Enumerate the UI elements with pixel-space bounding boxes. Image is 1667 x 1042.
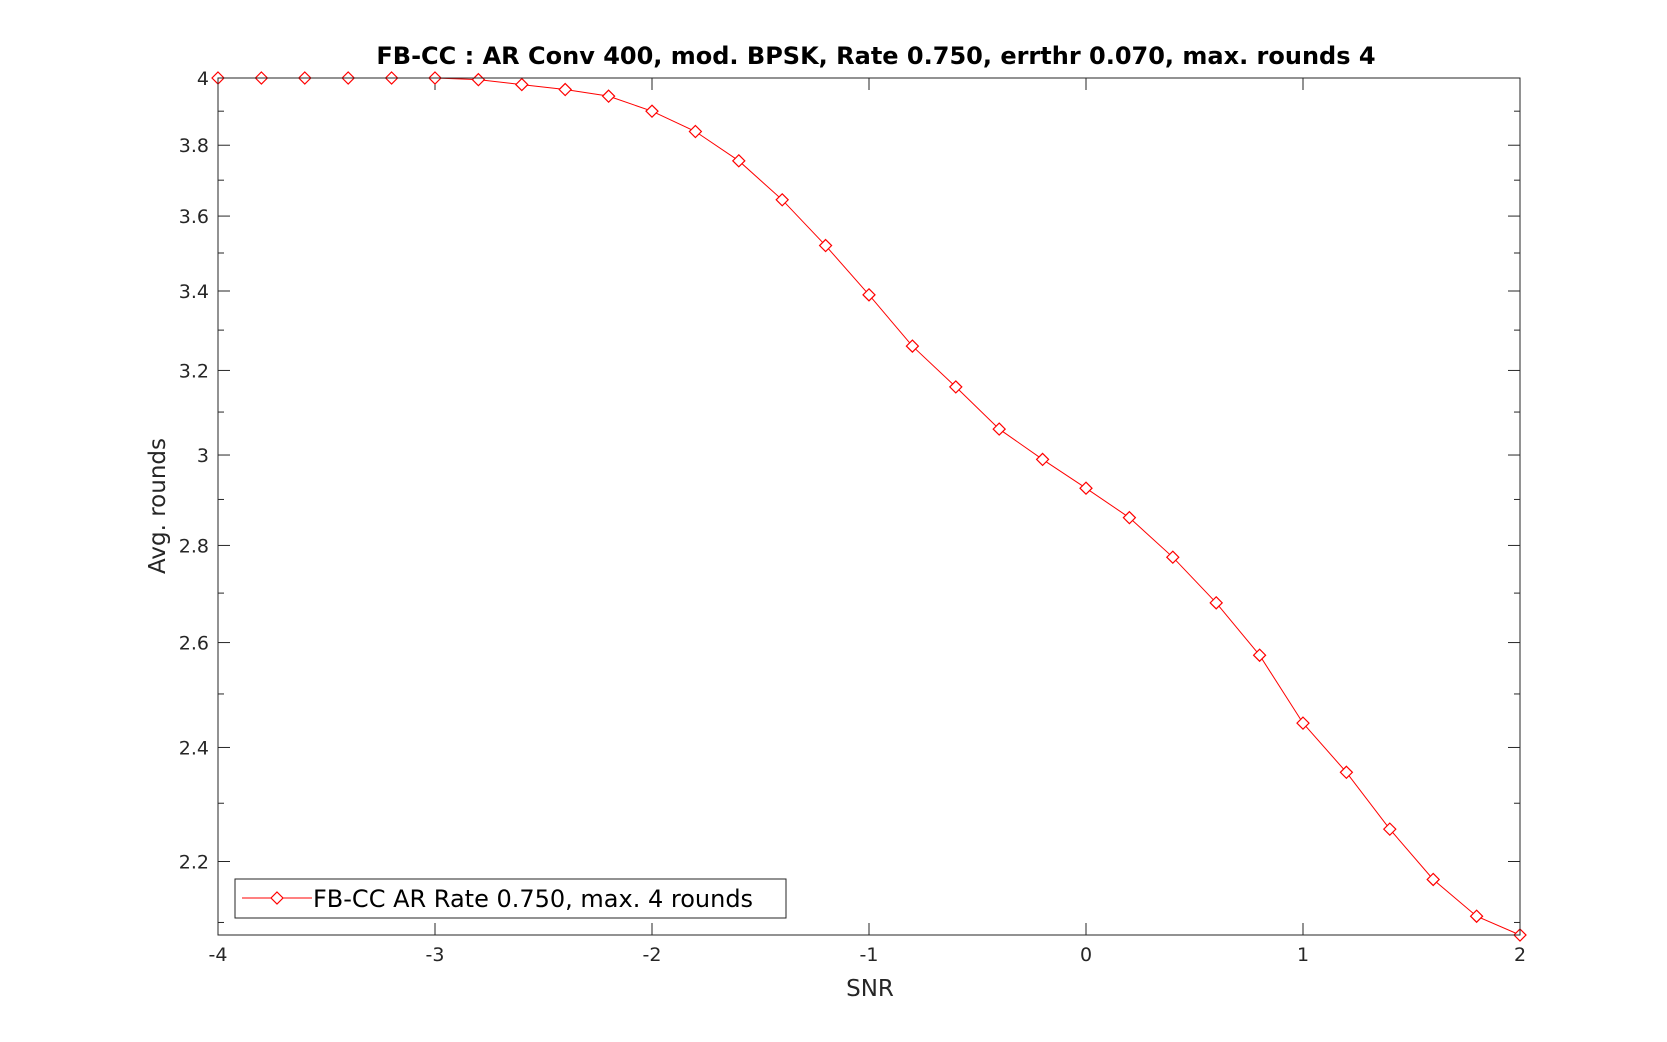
y-tick-label: 2.4 bbox=[179, 737, 209, 759]
plot-area bbox=[218, 78, 1520, 935]
data-point-diamond bbox=[818, 238, 833, 253]
data-point-diamond bbox=[992, 422, 1007, 436]
data-point-diamond bbox=[1252, 648, 1267, 663]
data-point-diamond bbox=[862, 288, 876, 302]
y-tick-label: 3.8 bbox=[179, 135, 209, 157]
x-tick-label: 1 bbox=[1297, 944, 1309, 966]
x-tick-label: 0 bbox=[1080, 944, 1092, 966]
data-point-diamond bbox=[1122, 510, 1137, 525]
y-axis-label: Avg. rounds bbox=[145, 438, 171, 574]
data-point-diamond bbox=[1209, 595, 1224, 610]
legend-box bbox=[234, 878, 787, 919]
data-point-diamond bbox=[1426, 872, 1441, 887]
data-point-diamond bbox=[1165, 550, 1180, 565]
data-point-diamond bbox=[1296, 716, 1310, 730]
data-point-diamond bbox=[645, 104, 659, 119]
y-tick-label: 3.2 bbox=[179, 360, 209, 382]
data-point-diamond bbox=[601, 89, 616, 103]
data-point-diamond bbox=[1469, 909, 1484, 924]
data-point-diamond bbox=[688, 124, 703, 139]
data-point-diamond bbox=[1035, 452, 1050, 467]
x-tick-label: -1 bbox=[860, 944, 879, 966]
data-point-diamond bbox=[905, 339, 920, 353]
x-axis-label: SNR bbox=[846, 976, 894, 1002]
x-tick-label: 2 bbox=[1514, 944, 1526, 966]
y-tick-label: 2.6 bbox=[179, 633, 209, 655]
data-point-diamond bbox=[1339, 765, 1354, 780]
y-tick-label: 2.8 bbox=[179, 535, 209, 557]
legend-label: FB-CC AR Rate 0.750, max. 4 rounds bbox=[313, 885, 753, 913]
y-tick-label: 2.2 bbox=[179, 851, 209, 873]
x-tick-label: -2 bbox=[643, 944, 662, 966]
legend: FB-CC AR Rate 0.750, max. 4 rounds bbox=[234, 878, 787, 919]
data-point-diamond bbox=[558, 82, 573, 97]
y-tick-label: 3.4 bbox=[179, 281, 209, 303]
data-point-diamond bbox=[731, 153, 746, 168]
y-tick-label: 4 bbox=[197, 68, 209, 90]
chart-title: FB-CC : AR Conv 400, mod. BPSK, Rate 0.7… bbox=[376, 42, 1375, 70]
legend-marker-diamond bbox=[270, 891, 284, 905]
data-point-diamond bbox=[775, 192, 790, 207]
y-axis-label-group: Avg. rounds bbox=[145, 438, 171, 574]
y-tick-label: 3.6 bbox=[179, 206, 209, 228]
data-point-diamond bbox=[948, 380, 963, 394]
axes-box bbox=[217, 77, 1521, 936]
y-tick-label: 3 bbox=[197, 445, 209, 467]
x-tick-label: -4 bbox=[209, 944, 228, 966]
data-point-diamond bbox=[514, 77, 529, 92]
data-point-diamond bbox=[1382, 822, 1397, 836]
x-tick-label: -3 bbox=[426, 944, 445, 966]
data-point-diamond bbox=[1079, 481, 1093, 496]
